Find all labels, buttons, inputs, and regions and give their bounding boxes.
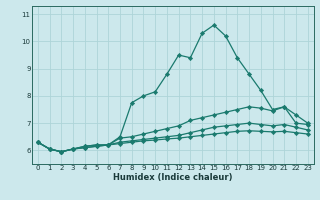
X-axis label: Humidex (Indice chaleur): Humidex (Indice chaleur) — [113, 173, 233, 182]
